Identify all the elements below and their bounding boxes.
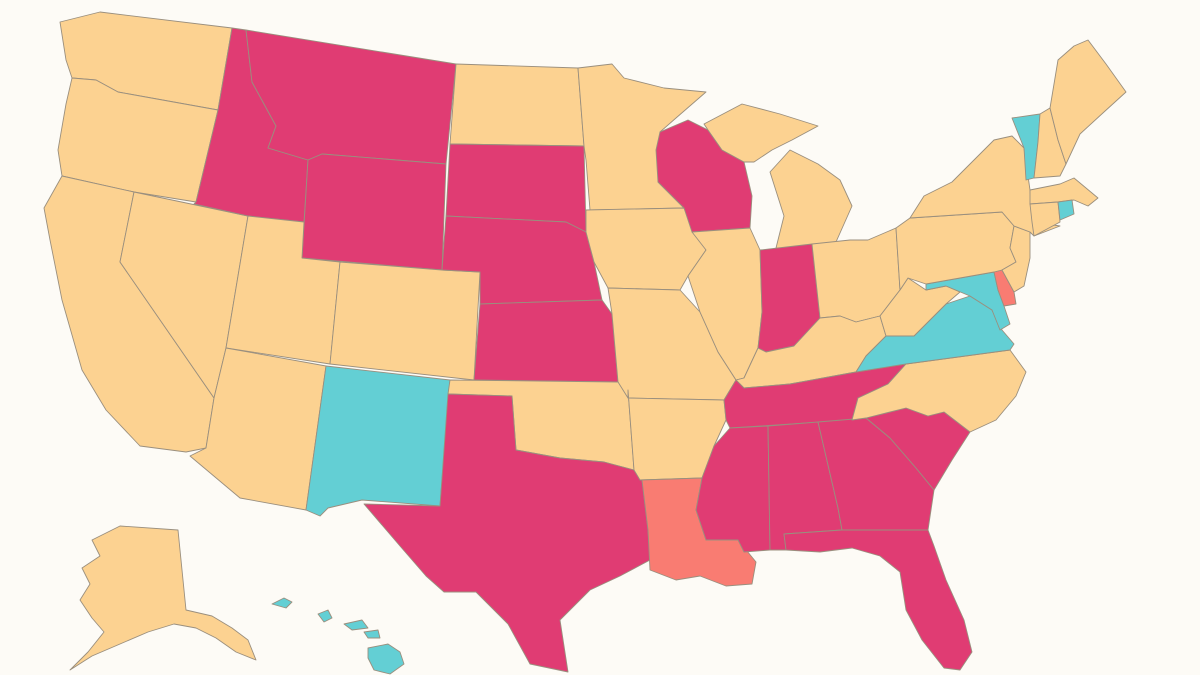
state-colorado[interactable] (329, 261, 481, 381)
state-oregon[interactable] (57, 77, 219, 203)
state-wyoming[interactable] (301, 153, 447, 271)
state-alaska[interactable] (69, 525, 257, 671)
state-north-carolina[interactable] (851, 349, 1027, 433)
state-hawaii[interactable] (271, 597, 405, 675)
state-connecticut[interactable] (1029, 201, 1061, 237)
states-layer (43, 11, 1127, 675)
state-new-jersey[interactable] (1001, 225, 1031, 293)
state-michigan[interactable] (703, 103, 853, 253)
state-maine[interactable] (1049, 39, 1127, 165)
state-new-mexico[interactable] (305, 365, 451, 517)
state-rhode-island[interactable] (1057, 199, 1075, 221)
state-north-dakota[interactable] (449, 63, 585, 147)
state-texas[interactable] (363, 393, 651, 673)
state-kansas[interactable] (473, 299, 619, 383)
state-florida[interactable] (783, 529, 973, 671)
state-wisconsin[interactable] (655, 119, 753, 233)
